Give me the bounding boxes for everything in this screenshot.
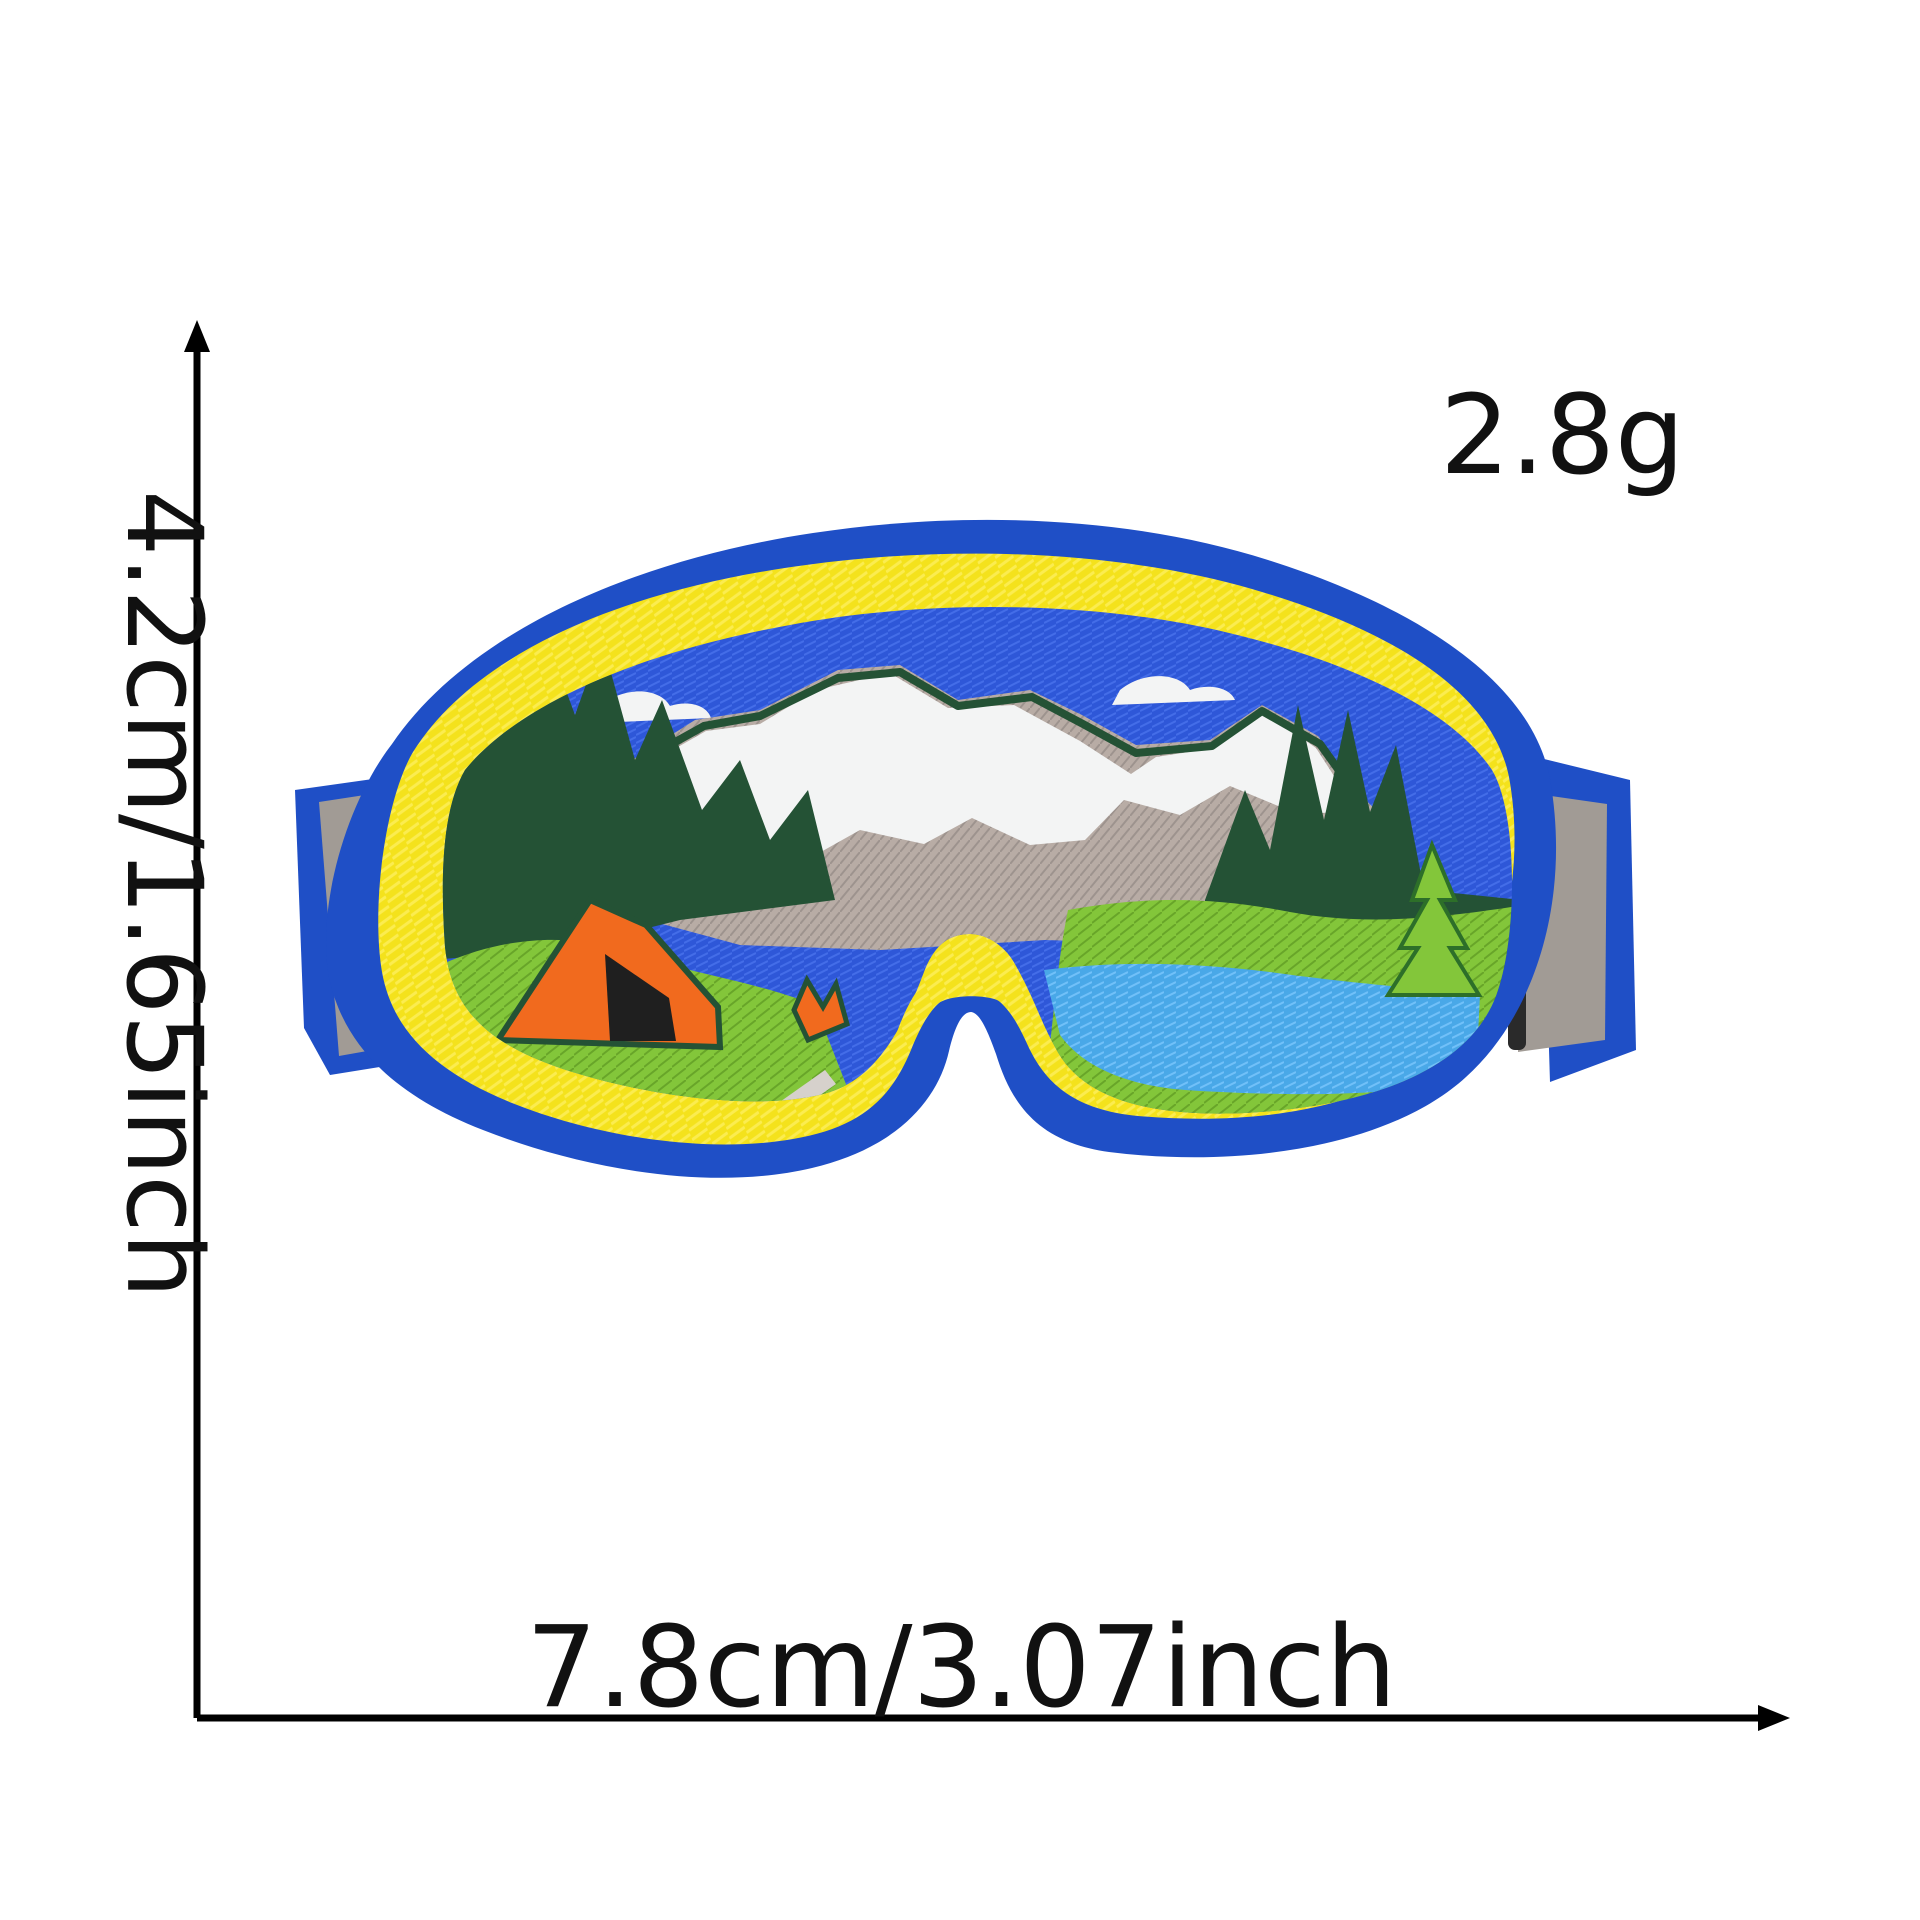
right-arrow-icon <box>1758 1705 1790 1731</box>
mountain-outline <box>596 668 1362 801</box>
cloud-left <box>596 691 711 723</box>
nose-bridge <box>892 958 1050 1047</box>
weight-label: 2.8g <box>1440 371 1685 499</box>
pine-tree <box>1384 839 1483 997</box>
lens-scene <box>442 607 1513 1114</box>
tent-door <box>605 954 676 1041</box>
height-label: 4.2cm/1.65inch <box>103 490 225 1299</box>
lake <box>1044 963 1480 1095</box>
dimension-axes <box>184 320 1790 1731</box>
campfire <box>791 974 850 1044</box>
up-arrow-icon <box>184 320 210 352</box>
ski-goggles-patch-image <box>295 519 1636 1178</box>
cloud-right <box>1112 676 1235 705</box>
width-label: 7.8cm/3.07inch <box>526 1603 1397 1733</box>
